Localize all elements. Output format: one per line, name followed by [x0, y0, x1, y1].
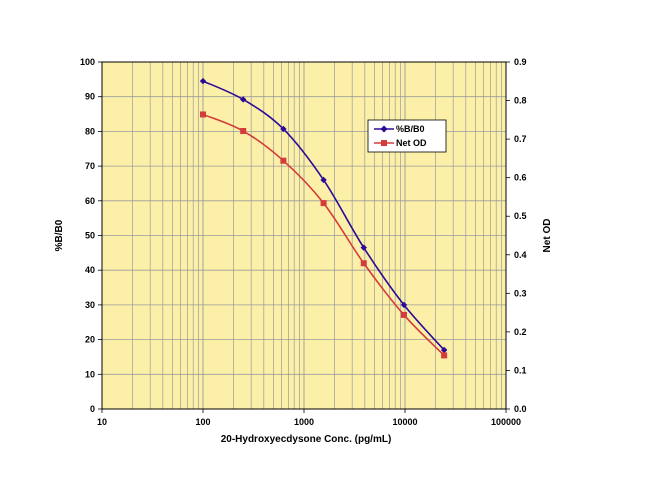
y2-tick-label: 0.1: [514, 365, 527, 375]
series-point-1: [360, 260, 367, 267]
y-tick-label: 0: [90, 404, 95, 414]
y2-tick-label: 0.5: [514, 211, 527, 221]
y2-tick-label: 0.0: [514, 404, 527, 414]
x-tick-label: 10000: [392, 417, 417, 427]
y2-tick-label: 0.4: [514, 250, 527, 260]
y-tick-label: 50: [85, 231, 95, 241]
y-axis-title: %B/B0: [54, 219, 65, 251]
y2-tick-label: 0.8: [514, 96, 527, 106]
series-point-0: [199, 77, 207, 85]
y2-tick-label: 0.9: [514, 57, 527, 67]
series-point-0: [239, 96, 247, 103]
x-tick-label: 1000: [294, 417, 314, 427]
x-tick-label: 100: [195, 417, 210, 427]
y-tick-label: 10: [85, 369, 95, 379]
series-point-1: [280, 157, 287, 164]
legend-box: [367, 119, 447, 153]
y-tick-label: 70: [85, 161, 95, 171]
y2-tick-label: 0.3: [514, 288, 527, 298]
series-point-0: [440, 346, 448, 354]
series-point-0: [280, 125, 287, 133]
y-tick-label: 30: [85, 300, 95, 310]
series-point-1: [200, 111, 206, 118]
legend-label-bb0: %B/B0: [396, 124, 425, 134]
y2-tick-label: 0.6: [514, 173, 527, 183]
series-point-0: [360, 244, 367, 251]
legend-marker-bb0: [380, 125, 388, 133]
y2-tick-label: 0.2: [514, 327, 527, 337]
y2-tick-label: 0.7: [514, 134, 527, 144]
y-tick-label: 80: [85, 126, 95, 136]
grid-lines: [102, 62, 506, 409]
series-point-1: [400, 311, 407, 318]
series-point-1: [441, 352, 448, 359]
series-point-1: [240, 128, 247, 135]
legend-label-netod: Net OD: [396, 138, 427, 148]
x-tick-label: 100000: [491, 417, 521, 427]
y-tick-label: 20: [85, 335, 95, 345]
series-point-1: [320, 200, 327, 207]
legend: %B/B0 Net OD: [367, 119, 447, 153]
y-tick-label: 90: [85, 92, 95, 102]
axis-ticks: 01020304050607080901000.00.10.20.30.40.5…: [80, 57, 527, 427]
y-tick-label: 60: [85, 196, 95, 206]
y-tick-label: 100: [80, 57, 95, 67]
x-axis-title: 20-Hydroxyecdysone Conc. (pg/mL): [221, 434, 392, 445]
legend-marker-netod: [381, 140, 387, 146]
series-point-0: [320, 176, 327, 184]
x-tick-label: 10: [97, 417, 107, 427]
series-layer: [199, 77, 448, 359]
y2-axis-title: Net OD: [542, 219, 553, 253]
y-tick-label: 40: [85, 265, 95, 275]
series-point-0: [400, 301, 408, 309]
